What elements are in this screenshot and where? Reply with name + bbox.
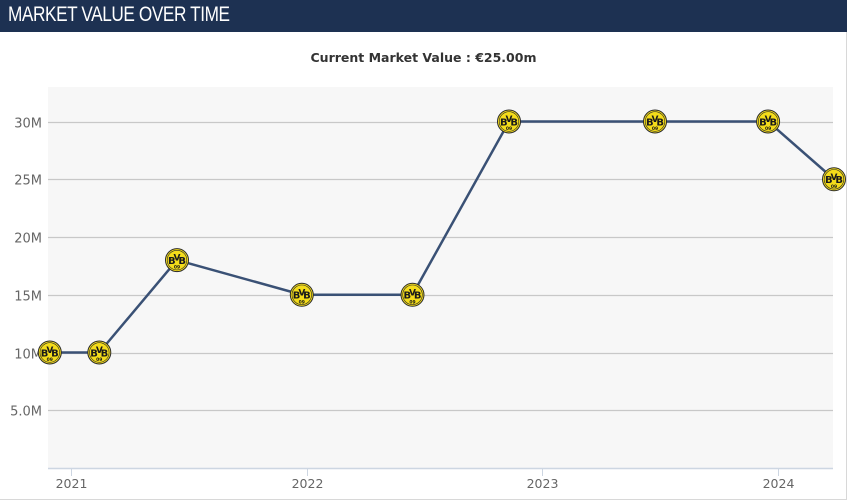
marker-letter: B (403, 291, 411, 302)
marker-circle (87, 340, 112, 365)
marker-inner-ring (498, 111, 520, 132)
y-tick-label: 25M (14, 174, 42, 189)
section-title: MARKET VALUE OVER TIME (8, 3, 230, 26)
marker-letter: V (506, 115, 513, 125)
marker-inner-ring (823, 169, 845, 190)
x-tick-label: 2021 (56, 476, 88, 491)
marker-letter: B (769, 117, 777, 128)
marker-letter: B (825, 175, 833, 186)
marker-number: 09 (96, 357, 102, 363)
marker-circle (643, 109, 667, 134)
marker-letter: B (414, 291, 422, 302)
marker-number: 09 (506, 126, 512, 132)
marker-letter: B (41, 348, 49, 359)
marker-circle (822, 167, 846, 192)
marker-letter: B (90, 348, 98, 359)
marker-circle (165, 248, 189, 273)
marker-inner-ring (402, 284, 423, 305)
x-tick-label: 2022 (292, 476, 324, 491)
marker-letter: B (101, 348, 109, 359)
marker-inner-ring (166, 250, 188, 271)
marker-number: 09 (409, 299, 415, 305)
marker-letter: V (409, 288, 416, 298)
marker-number: 09 (831, 184, 837, 190)
marker-circle (289, 282, 314, 307)
marker-letter: B (656, 117, 664, 128)
marker-number: 09 (765, 126, 771, 132)
chart-subtitle: Current Market Value : €25.00m (310, 50, 537, 65)
marker-letter: B (759, 117, 767, 128)
x-tick-label: 2024 (763, 476, 795, 491)
marker-letter: B (835, 175, 843, 186)
marker-letter: V (46, 346, 53, 356)
y-tick-label: 30M (14, 117, 42, 132)
marker-letter: B (51, 348, 59, 359)
marker-circle (400, 282, 425, 307)
gridlines (48, 121, 833, 412)
marker-letter: V (96, 346, 103, 356)
marker-letter: B (168, 256, 176, 267)
series-line-segment (411, 120, 511, 296)
y-axis-ticks: 5.0M 10M 15M 20M 25M 30M (10, 117, 42, 420)
marker-letter: B (510, 117, 518, 128)
marker-letter: B (646, 117, 654, 128)
marker-letter: V (765, 115, 772, 125)
marker-inner-ring (757, 111, 779, 132)
series-markers: BVB09BVB09BVB09BVB09BVB09BVB09BVB09BVB09… (37, 109, 846, 365)
marker-inner-ring (291, 284, 312, 305)
marker-letter: V (298, 288, 305, 298)
section-header: MARKET VALUE OVER TIME (0, 0, 847, 32)
series-line-segment (766, 120, 836, 181)
marker-letter: B (293, 291, 301, 302)
y-tick-label: 15M (14, 290, 42, 305)
series-line-segment (175, 258, 304, 296)
marker-letter: V (831, 173, 838, 183)
marker-letter: V (174, 254, 181, 264)
marker-letter: B (178, 256, 186, 267)
marker-inner-ring (89, 342, 110, 363)
marker-circle (497, 109, 521, 134)
marker-inner-ring (39, 342, 60, 363)
marker-number: 09 (47, 357, 53, 363)
y-tick-label: 10M (14, 348, 42, 363)
marker-letter: V (652, 115, 659, 125)
marker-inner-ring (644, 111, 666, 132)
marker-number: 09 (299, 299, 305, 305)
x-axis: 2021 2022 2023 2024 (48, 467, 833, 491)
plot-background (48, 87, 833, 468)
marker-circle (37, 340, 62, 365)
marker-number: 09 (652, 126, 658, 132)
x-tick-label: 2023 (527, 476, 559, 491)
y-tick-label: 20M (14, 232, 42, 247)
series-line-segment (98, 258, 179, 354)
marker-letter: B (303, 291, 311, 302)
marker-circle (756, 109, 781, 134)
marker-number: 09 (174, 265, 180, 271)
marker-letter: B (500, 117, 508, 128)
y-tick-label: 5.0M (10, 405, 42, 420)
